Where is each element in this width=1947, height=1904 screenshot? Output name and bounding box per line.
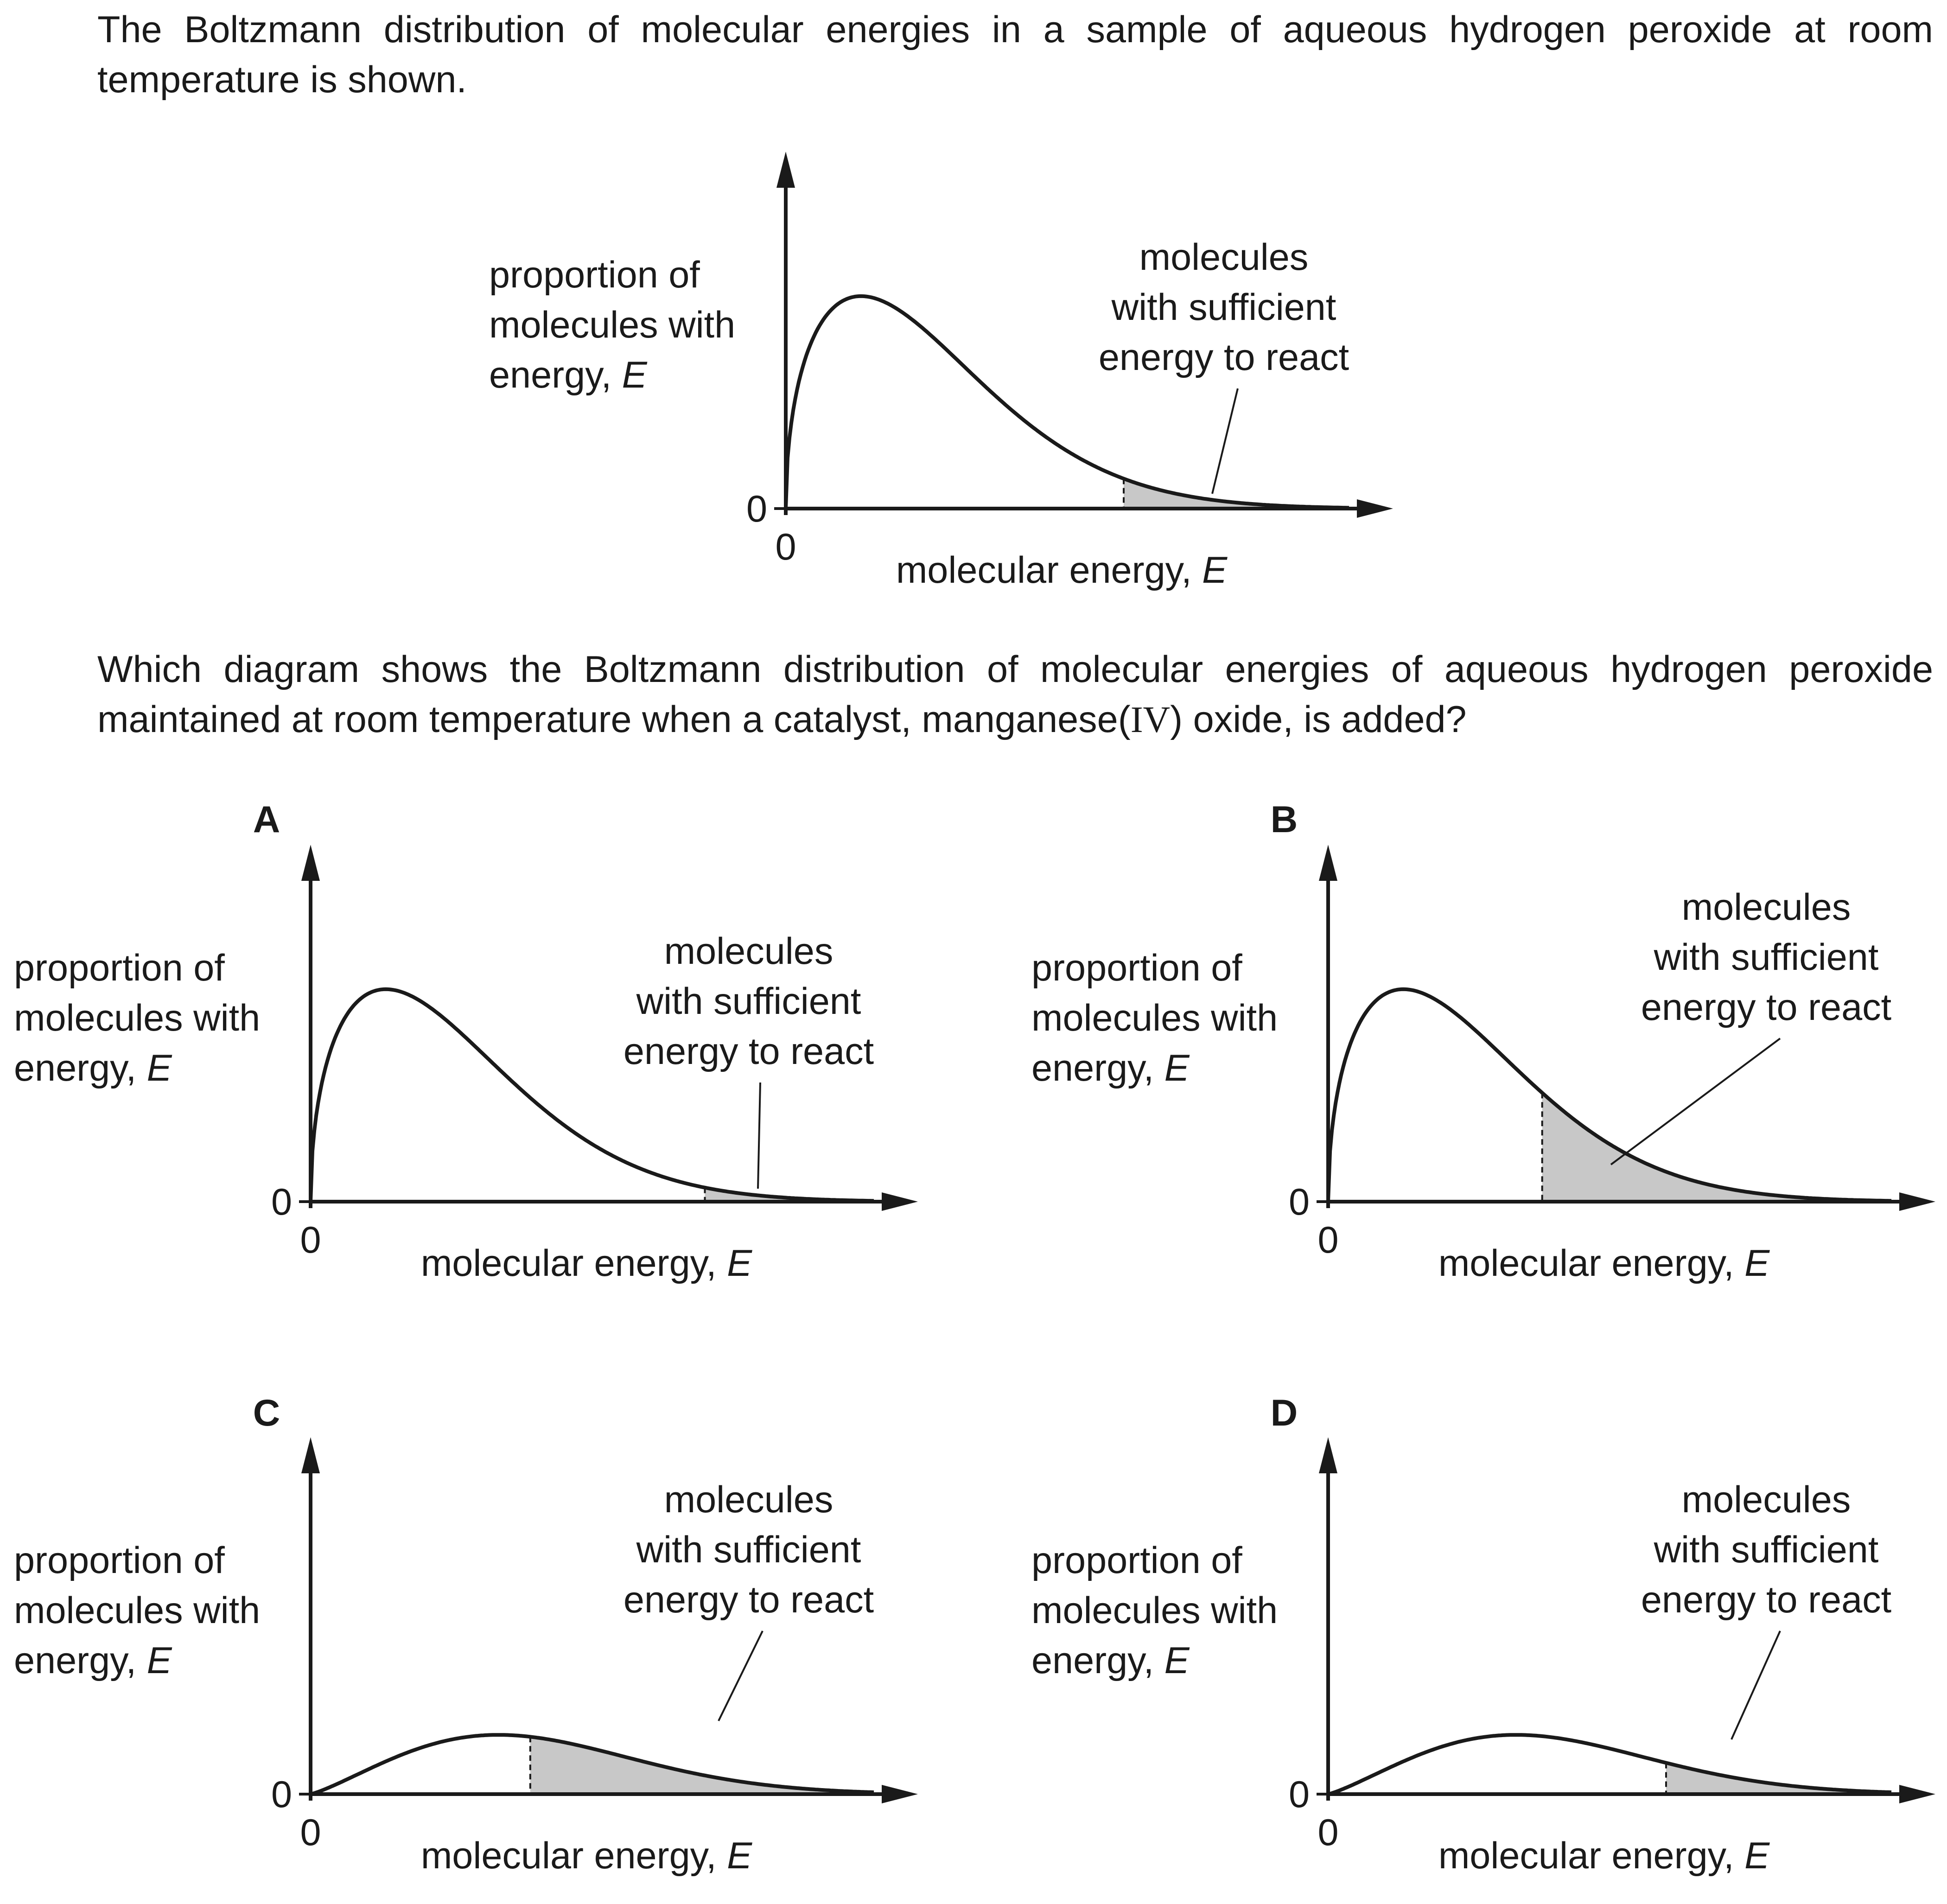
x-origin-label: 0	[1317, 1219, 1338, 1261]
annotation-line-3: energy to react	[624, 1031, 874, 1072]
x-origin-label: 0	[300, 1219, 321, 1261]
y-axis-label-line-1: proportion of	[14, 947, 225, 989]
y-axis-label-line-1: proportion of	[1031, 1540, 1242, 1581]
x-axis-label: molecular energy, E	[421, 1835, 752, 1877]
diagram-b: 00 molecular energy, E proportion of molecu…	[1031, 799, 1935, 1284]
y-axis-label-line-1: proportion of	[489, 254, 700, 296]
option-letter-c: C	[253, 1392, 280, 1434]
annotation-line-1: molecules	[1682, 1479, 1851, 1521]
x-axis-arrow-icon	[1899, 1192, 1935, 1211]
distribution-curve	[1328, 1733, 1892, 1796]
x-axis-arrow-icon	[1357, 499, 1393, 518]
x-axis-label: molecular energy, E	[1438, 1242, 1770, 1284]
annotation-line-3: energy to react	[1641, 987, 1891, 1028]
annotation-pointer	[1731, 1630, 1781, 1740]
y-axis-label-line-3: energy, E	[1031, 1047, 1190, 1089]
x-axis-label: molecular energy, E	[896, 549, 1228, 591]
y-axis-label-line-2: molecules with	[1031, 997, 1278, 1039]
annotation-line-1: molecules	[1139, 236, 1309, 278]
x-origin-label: 0	[1317, 1812, 1338, 1853]
option-letter-b: B	[1271, 799, 1298, 841]
shaded-area	[1124, 478, 1349, 509]
shaded-area	[705, 1187, 874, 1202]
y-origin-label: 0	[1289, 1774, 1310, 1815]
x-axis-label: molecular energy, E	[421, 1242, 752, 1284]
diagram-c: 00 molecular energy, E proportion of molecu…	[14, 1392, 918, 1877]
annotation-pointer	[757, 1082, 761, 1189]
annotation-line-1: molecules	[1682, 886, 1851, 928]
annotation-line-3: energy to react	[1641, 1579, 1891, 1621]
y-axis-label-line-1: proportion of	[1031, 947, 1242, 989]
diagram-a: 00 molecular energy, E proportion of molecu…	[14, 799, 918, 1284]
y-axis-label-line-3: energy, E	[14, 1640, 172, 1681]
roman-numeral: IV	[1130, 699, 1171, 740]
y-axis-label-line-2: molecules with	[14, 997, 260, 1039]
y-axis-label-line-2: molecules with	[14, 1590, 260, 1631]
annotation-line-2: with sufficient	[636, 981, 861, 1022]
annotation-line-2: with sufficient	[1654, 1529, 1879, 1571]
annotation-line-3: energy to react	[1099, 337, 1349, 378]
distribution-curve	[310, 1733, 874, 1796]
annotation-line-2: with sufficient	[1111, 287, 1336, 328]
y-origin-label: 0	[1289, 1181, 1310, 1223]
y-axis-label-line-3: energy, E	[1031, 1640, 1190, 1681]
annotation-line-1: molecules	[664, 1479, 834, 1521]
y-axis-arrow-icon	[1319, 845, 1337, 881]
shaded-area	[530, 1737, 874, 1794]
option-letter-d: D	[1271, 1392, 1298, 1434]
y-axis-label-line-3: energy, E	[489, 354, 648, 396]
distribution-curve	[1326, 987, 1892, 1203]
annotation-pointer	[718, 1630, 764, 1721]
annotation-line-1: molecules	[664, 930, 834, 972]
y-axis-arrow-icon	[776, 152, 795, 188]
shaded-area	[1542, 1093, 1891, 1202]
annotation-pointer	[1211, 388, 1239, 494]
shaded-area	[1666, 1763, 1891, 1794]
y-axis-label-line-3: energy, E	[14, 1047, 172, 1089]
x-origin-label: 0	[300, 1812, 321, 1853]
x-axis-arrow-icon	[1899, 1785, 1935, 1803]
y-axis-label-line-2: molecules with	[1031, 1590, 1278, 1631]
y-axis-label-line-1: proportion of	[14, 1540, 225, 1581]
y-axis-label-line-2: molecules with	[489, 304, 735, 346]
y-origin-label: 0	[746, 488, 767, 530]
x-axis-label: molecular energy, E	[1438, 1835, 1770, 1877]
x-origin-label: 0	[775, 526, 796, 568]
option-letter-a: A	[253, 799, 280, 841]
diagram-main: 00 molecular energy, E proportion of molecu…	[489, 152, 1393, 591]
y-axis-arrow-icon	[301, 1437, 320, 1473]
y-origin-label: 0	[271, 1774, 292, 1815]
question-text-end: ) oxide, is added?	[1170, 699, 1467, 740]
annotation-pointer	[1610, 1038, 1781, 1165]
question-text: Which diagram shows the Boltzmann distri…	[97, 644, 1933, 745]
annotation-line-3: energy to react	[624, 1579, 874, 1621]
y-axis-arrow-icon	[1319, 1437, 1337, 1473]
intro-text: The Boltzmann distribution of molecular …	[97, 9, 1933, 101]
distribution-curve	[784, 294, 1349, 510]
annotation-line-2: with sufficient	[1654, 936, 1879, 978]
x-axis-arrow-icon	[882, 1192, 918, 1211]
y-axis-arrow-icon	[301, 845, 320, 881]
annotation-line-2: with sufficient	[636, 1529, 861, 1571]
diagram-d: 00 molecular energy, E proportion of molecu…	[1031, 1392, 1935, 1877]
question-text-start: Which diagram shows the Boltzmann distri…	[97, 649, 1933, 740]
distribution-curve	[309, 987, 874, 1203]
x-axis-arrow-icon	[882, 1785, 918, 1803]
y-origin-label: 0	[271, 1181, 292, 1223]
